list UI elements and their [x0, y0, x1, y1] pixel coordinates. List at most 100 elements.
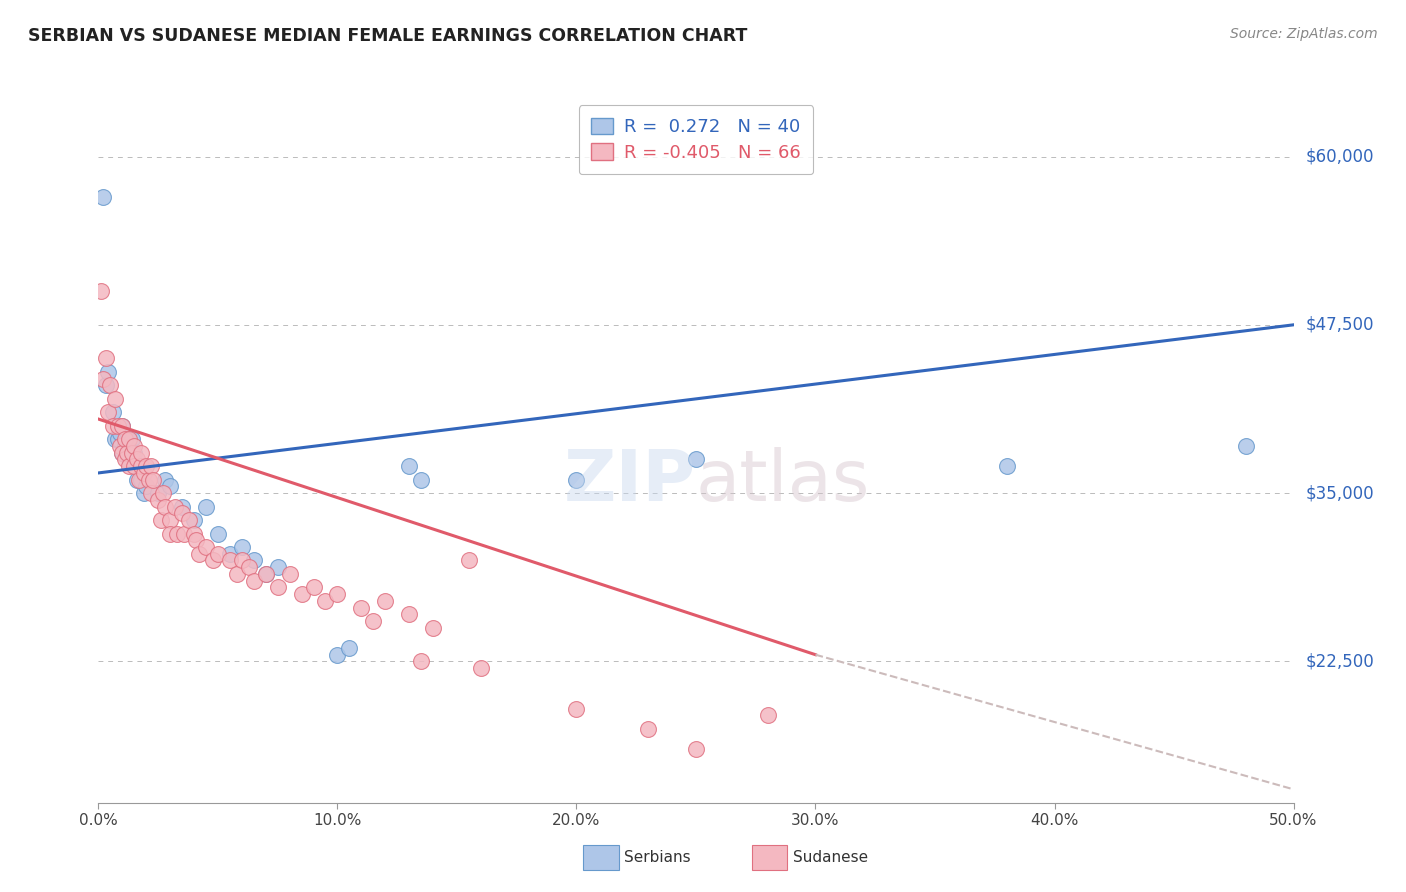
Point: [104, 432, 127, 446]
Point: [139, 459, 162, 474]
Text: Source: ZipAtlas.com: Source: ZipAtlas.com: [1230, 27, 1378, 41]
Point: [1234, 439, 1257, 453]
Point: [108, 439, 131, 453]
Text: atlas: atlas: [696, 447, 870, 516]
Point: [114, 452, 136, 467]
Point: [267, 580, 290, 594]
Point: [756, 708, 779, 723]
Point: [124, 459, 146, 474]
Legend: R =  0.272   N = 40, R = -0.405   N = 66: R = 0.272 N = 40, R = -0.405 N = 66: [579, 105, 813, 175]
Text: $47,500: $47,500: [1305, 316, 1374, 334]
Point: [97, 365, 120, 379]
Point: [374, 594, 396, 608]
Point: [278, 566, 301, 581]
Point: [98, 378, 122, 392]
Point: [111, 446, 134, 460]
Point: [173, 526, 195, 541]
Point: [470, 661, 492, 675]
Point: [118, 432, 141, 446]
Point: [995, 459, 1018, 474]
Point: [91, 190, 114, 204]
Point: [422, 621, 444, 635]
Point: [118, 452, 141, 467]
Point: [186, 533, 208, 548]
Point: [90, 284, 112, 298]
Point: [219, 553, 242, 567]
Point: [124, 446, 146, 460]
Point: [155, 473, 177, 487]
Point: [159, 479, 181, 493]
Point: [101, 418, 124, 433]
Point: [231, 540, 253, 554]
Text: $35,000: $35,000: [1305, 484, 1374, 502]
Point: [290, 587, 312, 601]
Text: Serbians: Serbians: [624, 850, 690, 864]
Point: [121, 446, 143, 460]
Point: [91, 372, 114, 386]
Point: [194, 540, 217, 554]
Point: [183, 513, 205, 527]
Point: [131, 459, 153, 474]
Point: [107, 432, 129, 446]
Point: [121, 432, 143, 446]
Point: [94, 351, 117, 366]
Point: [159, 513, 181, 527]
Point: [125, 452, 148, 467]
Point: [124, 439, 146, 453]
Point: [685, 742, 707, 756]
Point: [326, 648, 349, 662]
Text: Sudanese: Sudanese: [793, 850, 868, 864]
Point: [118, 439, 141, 453]
Point: [231, 553, 253, 567]
Point: [138, 473, 160, 487]
Point: [207, 526, 229, 541]
Point: [114, 439, 136, 453]
Point: [104, 392, 127, 406]
Point: [132, 486, 155, 500]
Point: [207, 547, 229, 561]
Point: [166, 526, 188, 541]
Point: [132, 466, 155, 480]
Point: [139, 486, 162, 500]
Point: [226, 566, 249, 581]
Point: [155, 500, 177, 514]
Point: [148, 492, 170, 507]
Point: [194, 500, 217, 514]
Point: [111, 418, 134, 433]
Point: [111, 418, 134, 433]
Point: [398, 607, 420, 622]
Point: [337, 640, 360, 655]
Point: [411, 655, 433, 669]
Point: [363, 614, 385, 628]
Point: [131, 446, 153, 460]
Point: [149, 513, 172, 527]
Point: [243, 574, 266, 588]
Point: [118, 459, 141, 474]
Point: [254, 566, 277, 581]
Text: ZIP: ZIP: [564, 447, 696, 516]
Point: [125, 473, 148, 487]
Point: [187, 547, 209, 561]
Point: [219, 547, 242, 561]
Point: [128, 473, 150, 487]
Text: SERBIAN VS SUDANESE MEDIAN FEMALE EARNINGS CORRELATION CHART: SERBIAN VS SUDANESE MEDIAN FEMALE EARNIN…: [28, 27, 748, 45]
Point: [179, 513, 201, 527]
Point: [152, 486, 174, 500]
Point: [398, 459, 420, 474]
Point: [254, 566, 277, 581]
Point: [267, 560, 290, 574]
Point: [135, 479, 157, 493]
Point: [111, 446, 134, 460]
Point: [458, 553, 481, 567]
Point: [108, 425, 131, 440]
Text: $60,000: $60,000: [1305, 147, 1374, 166]
Point: [238, 560, 260, 574]
Point: [142, 473, 165, 487]
Point: [565, 473, 588, 487]
Point: [302, 580, 325, 594]
Point: [107, 418, 129, 433]
Point: [172, 500, 194, 514]
Point: [101, 405, 124, 419]
Point: [565, 701, 588, 715]
Point: [114, 432, 136, 446]
